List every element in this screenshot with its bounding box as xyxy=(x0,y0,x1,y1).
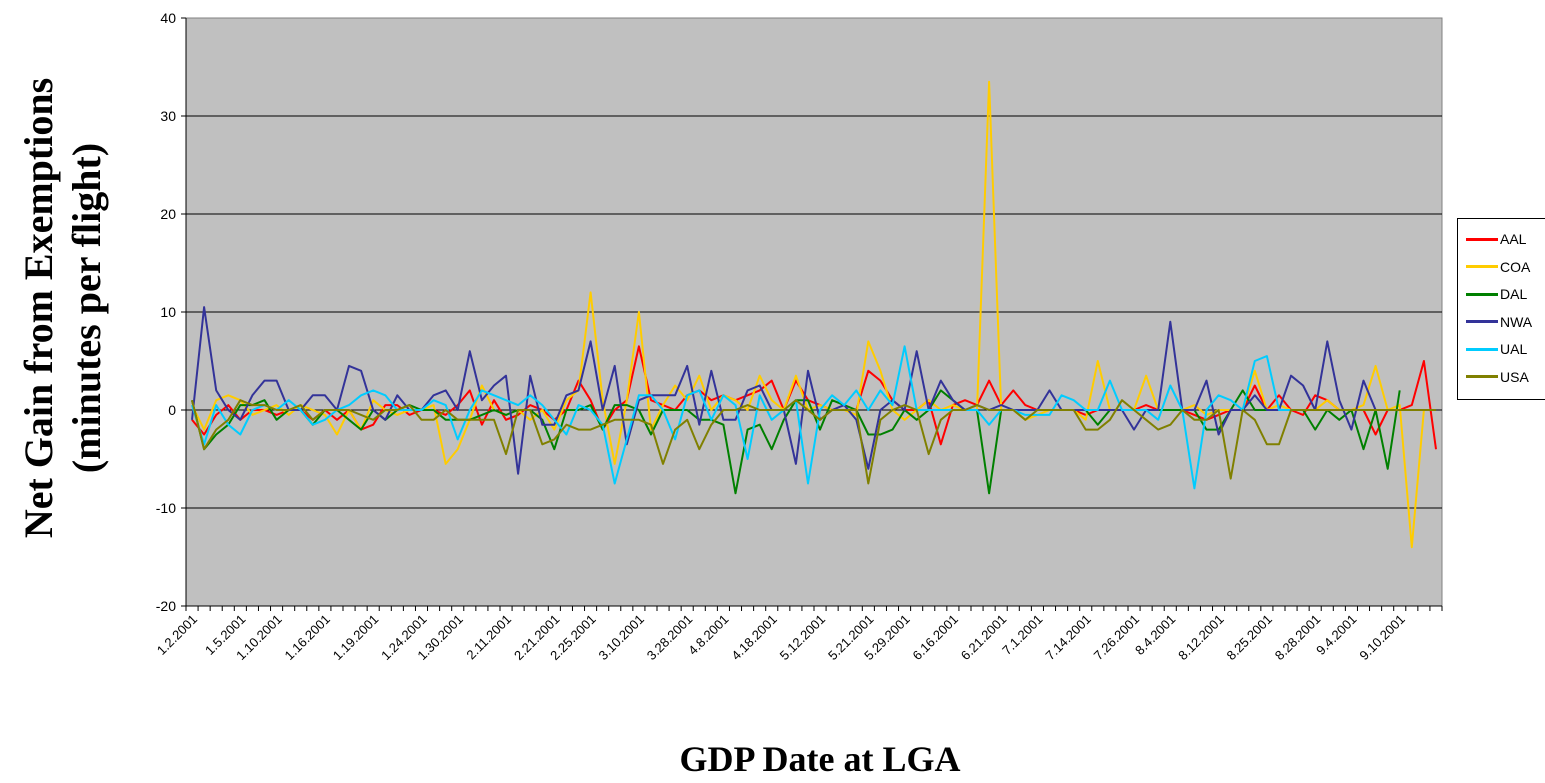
series-line-usa xyxy=(191,399,1436,485)
x-tick-label: 4.8.2001 xyxy=(685,612,731,658)
legend-item-usa: USA xyxy=(1466,367,1529,387)
y-tick-labels: -20 -10 0 10 20 30 40 xyxy=(156,10,176,614)
x-tick-label: 7.14.2001 xyxy=(1042,612,1094,664)
y-axis-label: Net Gain from Exemptions (minutes per fl… xyxy=(15,78,111,538)
x-tick-label: 3.10.2001 xyxy=(595,612,647,664)
x-tick-label: 9.10.2001 xyxy=(1356,612,1408,664)
legend-label: AAL xyxy=(1500,231,1527,247)
y-tick-label: 10 xyxy=(160,304,176,320)
y-axis-label-line-2: (minutes per flight) xyxy=(64,142,109,474)
legend-item-ual: UAL xyxy=(1466,339,1527,359)
x-tick-label: 2.11.2001 xyxy=(463,612,514,663)
legend-item-dal: DAL xyxy=(1466,284,1527,304)
y-tick-label: 0 xyxy=(168,402,176,418)
y-tick-label: -20 xyxy=(156,598,176,614)
x-tick-label: 6.21.2001 xyxy=(958,612,1010,664)
x-tick-label: 1.19.2001 xyxy=(330,612,382,664)
axes xyxy=(181,17,1443,611)
x-axis-label: GDP Date at LGA xyxy=(679,739,961,779)
legend-swatch xyxy=(1466,265,1498,268)
x-tick-label: 8.4.2001 xyxy=(1132,612,1178,658)
x-tick-label: 8.28.2001 xyxy=(1272,612,1324,664)
series-line-coa xyxy=(191,80,1436,549)
x-tick-label: 4.18.2001 xyxy=(728,612,780,664)
y-tick-label: 30 xyxy=(160,108,176,124)
y-tick-label: 40 xyxy=(160,10,176,26)
y-tick-label: 20 xyxy=(160,206,176,222)
legend-item-nwa: NWA xyxy=(1466,312,1532,332)
legend-item-aal: AAL xyxy=(1466,229,1526,249)
x-tick-label: 1.16.2001 xyxy=(281,612,333,664)
legend-item-coa: COA xyxy=(1466,257,1530,277)
x-tick-label: 6.16.2001 xyxy=(909,612,961,664)
x-tick-label: 8.25.2001 xyxy=(1223,612,1275,664)
legend-label: DAL xyxy=(1500,286,1528,302)
x-tick-label: 3.28.2001 xyxy=(644,612,696,664)
legend-swatch xyxy=(1466,237,1498,241)
x-tick-label: 7.1.2001 xyxy=(999,612,1045,658)
y-axis-label-line-1: Net Gain from Exemptions xyxy=(16,77,61,539)
x-tick-label: 8.12.2001 xyxy=(1175,612,1227,664)
series-line-nwa xyxy=(191,306,1388,475)
legend-label: USA xyxy=(1500,368,1529,385)
series-lines xyxy=(191,80,1437,549)
x-tick-label: 7.26.2001 xyxy=(1091,612,1143,664)
y-tick-label: -10 xyxy=(156,500,176,516)
legend-label: NWA xyxy=(1500,313,1533,330)
y-axis-label-container: Net Gain from Exemptions (minutes per fl… xyxy=(8,18,118,598)
legend-swatch xyxy=(1466,292,1498,296)
legend-label: COA xyxy=(1500,258,1531,275)
x-tick-label: 1.2.2001 xyxy=(154,612,200,658)
legend-swatch xyxy=(1466,347,1498,351)
legend-swatch xyxy=(1466,375,1498,378)
x-tick-labels: 1.2.2001 1.5.20011.10.20011.16.20011.19.2… xyxy=(154,612,1408,664)
legend: AAL COA DAL NWA UAL USA xyxy=(1457,218,1545,400)
legend-swatch xyxy=(1466,320,1498,323)
x-tick-label: 9.4.2001 xyxy=(1313,612,1359,658)
legend-label: UAL xyxy=(1500,341,1528,357)
x-tick-label: 5.12.2001 xyxy=(777,612,829,664)
